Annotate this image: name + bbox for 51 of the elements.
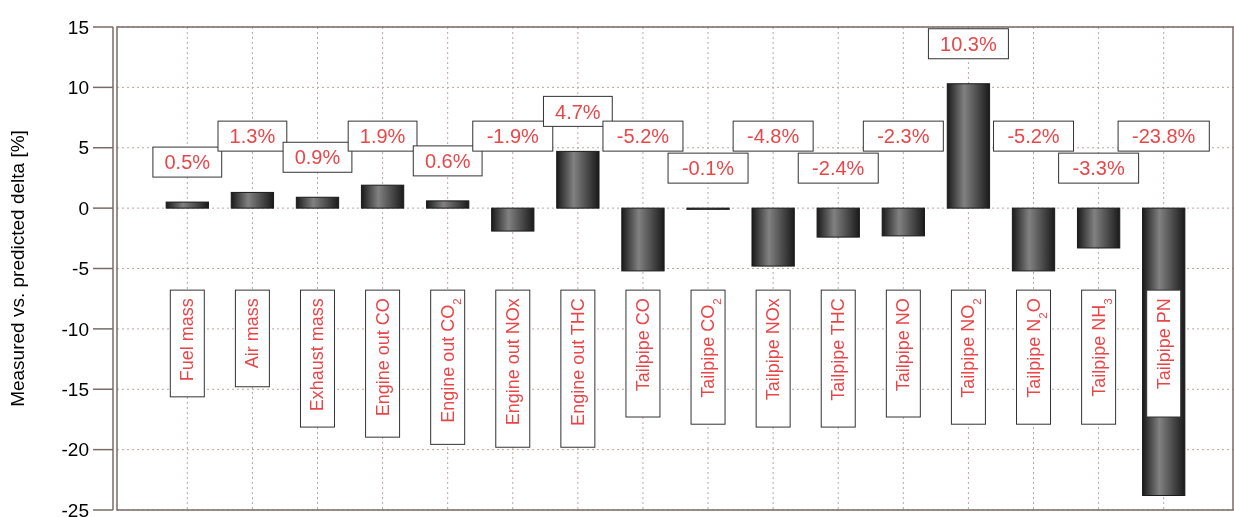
data-label: -0.1% [681,157,735,180]
data-label: 1.9% [359,125,406,148]
bar [881,207,925,237]
bar [295,196,340,209]
bar [165,201,209,209]
x-tick-label: Engine out NOx [502,298,523,426]
data-label: -5.2% [616,125,670,148]
data-label: -1.9% [486,125,540,148]
bar [556,150,600,209]
y-tick-label: 10 [67,77,89,99]
x-tick-label: Engine out CO [372,298,393,417]
x-tick-label: Tailpipe THC [828,298,849,401]
y-tick-label: -20 [61,439,89,461]
data-label: -23.8% [1132,125,1196,148]
bar [751,207,795,267]
data-label: -5.2% [1007,125,1060,148]
y-tick-label: -15 [61,378,89,400]
data-label: -4.8% [747,125,800,148]
data-label: 10.3% [940,32,997,55]
data-label: 0.6% [424,150,471,173]
x-tick-label: Tailpipe NOx [763,298,784,401]
data-label: 1.3% [229,125,276,148]
y-axis-title: Measured vs. predicted delta [%] [7,130,28,407]
bar [816,207,860,238]
x-tick-label: Fuel mass [177,298,198,382]
y-tick-label: -25 [61,499,89,517]
bar [621,207,665,272]
data-label: -2.4% [812,157,865,180]
y-tick-label: -5 [72,258,89,280]
y-tick-label: 0 [78,197,89,219]
x-tick-label: Tailpipe NO [893,298,914,392]
data-label: 0.9% [294,146,341,169]
x-tick-label: Air mass [242,298,263,369]
x-tick-label: Tailpipe PN [1153,298,1174,390]
bar [426,200,470,209]
data-label: 4.7% [555,100,601,123]
data-label: 0.5% [164,151,211,174]
bar [491,207,535,232]
y-tick-label: -10 [61,318,89,340]
y-tick-label: 15 [67,16,89,38]
data-label: -2.3% [877,125,930,148]
bar [946,83,991,209]
x-tick-label: Exhaust mass [307,298,328,412]
bar [230,191,275,209]
y-tick-label: 5 [78,137,89,159]
bar [1076,207,1121,249]
x-tick-label: Engine out THC [567,298,588,426]
bar [360,184,405,209]
bar [1011,207,1056,272]
data-label: -3.3% [1072,157,1125,180]
x-tick-label: Tailpipe CO [632,298,653,392]
